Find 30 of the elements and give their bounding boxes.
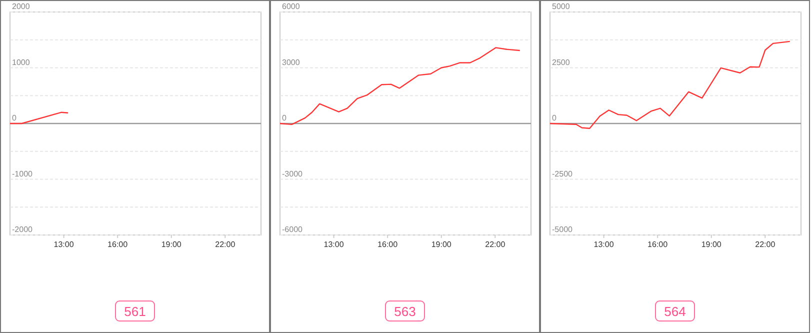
- y-tick-label: -5000: [552, 225, 574, 234]
- x-tick-label: 13:00: [324, 240, 344, 249]
- y-tick-label: -6000: [282, 225, 304, 234]
- y-tick-label: 5000: [552, 2, 570, 11]
- x-tick-label: 19:00: [161, 240, 182, 249]
- y-tick-label: -2500: [552, 169, 574, 178]
- y-tick-label: 3000: [282, 58, 300, 67]
- text: 561: [124, 304, 146, 319]
- y-tick-label: -2000: [12, 225, 34, 234]
- x-tick-label: 22:00: [215, 240, 236, 249]
- text: 563: [394, 304, 416, 319]
- y-tick-label: -1000: [12, 169, 34, 178]
- y-tick-label: 0: [282, 114, 287, 122]
- x-tick-label: 16:00: [378, 240, 398, 249]
- y-tick-label: 0: [12, 114, 17, 122]
- x-tick-label: 22:00: [755, 240, 776, 249]
- y-tick-label: 6000: [282, 2, 300, 11]
- text: 564: [664, 304, 686, 319]
- x-tick-label: 19:00: [701, 240, 722, 249]
- y-tick-label: -3000: [282, 169, 304, 178]
- y-tick-label: 2500: [552, 58, 570, 67]
- x-tick-label: 19:00: [431, 240, 452, 249]
- y-tick-label: 1000: [12, 58, 30, 67]
- x-tick-label: 22:00: [485, 240, 506, 249]
- x-tick-label: 16:00: [648, 240, 668, 249]
- x-tick-label: 13:00: [594, 240, 614, 249]
- y-tick-label: 2000: [12, 2, 30, 11]
- x-tick-label: 16:00: [108, 240, 128, 249]
- x-tick-label: 13:00: [54, 240, 74, 249]
- y-tick-label: 0: [552, 114, 557, 122]
